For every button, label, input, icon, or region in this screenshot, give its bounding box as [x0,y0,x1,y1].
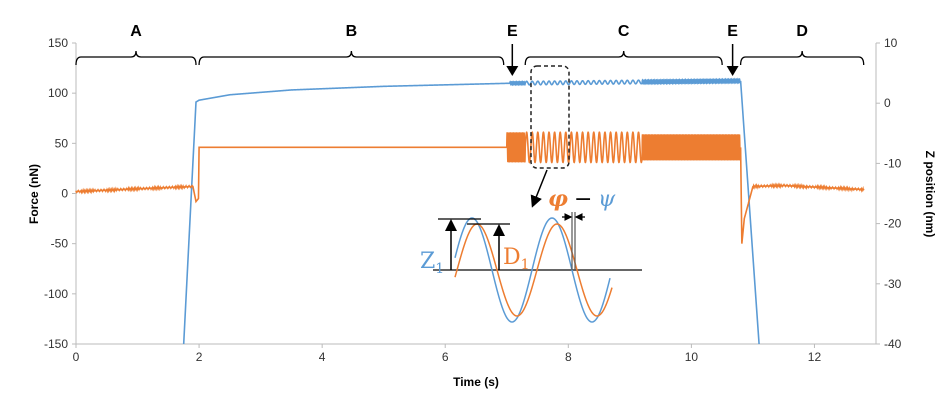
x-tick-label: 4 [319,350,326,364]
event-label-2: E [727,23,738,40]
z-position-line [182,77,760,345]
y-tick-label: -150 [44,337,68,351]
region-bracket-A [75,50,197,66]
region-label-C: C [618,23,630,40]
y-tick-label: 0 [61,187,68,201]
y-tick-label: 100 [48,86,68,100]
phi-label: φ [548,186,568,212]
psi-label: ψ [598,187,616,212]
series-lines [75,77,865,345]
region-label-A: A [130,23,142,40]
inset-d-wave [454,223,613,317]
inset-z-wave [454,217,611,323]
event-arrowhead [506,66,519,76]
y2-tick-label: 0 [884,96,891,110]
y2-tick-label: -10 [884,156,902,170]
y2-tick-label: -20 [884,217,902,231]
x-tick-label: 6 [442,350,449,364]
y2-tick-label: 10 [884,36,898,50]
x-axis-title: Time (s) [453,375,499,389]
region-label-D: D [796,23,808,40]
event-arrowhead [726,66,739,76]
y-tick-label: -100 [44,287,68,301]
annotations: A B C DE E [75,23,865,76]
axes: 0 2 4 6 8 10 12150100500-50-100-150100-10-20-3… [44,36,902,364]
force-line [75,131,865,244]
x-tick-label: 0 [73,350,80,364]
region-bracket-D [739,50,865,66]
y2-tick-label: -40 [884,337,902,351]
region-label-B: B [346,23,358,40]
y-tick-label: 50 [55,136,69,150]
y-tick-label: -50 [51,237,69,251]
d1-label: D1 [503,245,530,273]
x-tick-label: 8 [565,350,572,364]
y-tick-label: 150 [48,36,68,50]
x-tick-label: 12 [808,350,822,364]
zoom-arrow [530,169,548,208]
minus-label: − [574,187,592,212]
y2-axis-title: Z position (nm) [923,151,937,238]
inset-illustration: Z1 D1 φ − ψ [420,186,642,323]
y-axis-title: Force (nN) [27,164,41,224]
event-label-1: E [507,23,518,40]
region-bracket-B [198,50,505,66]
z1-label: Z1 [420,249,444,277]
region-bracket-C [524,50,723,66]
x-tick-label: 10 [685,350,699,364]
x-tick-label: 2 [196,350,203,364]
y2-tick-label: -30 [884,277,902,291]
zoom-selection-box [530,65,570,169]
